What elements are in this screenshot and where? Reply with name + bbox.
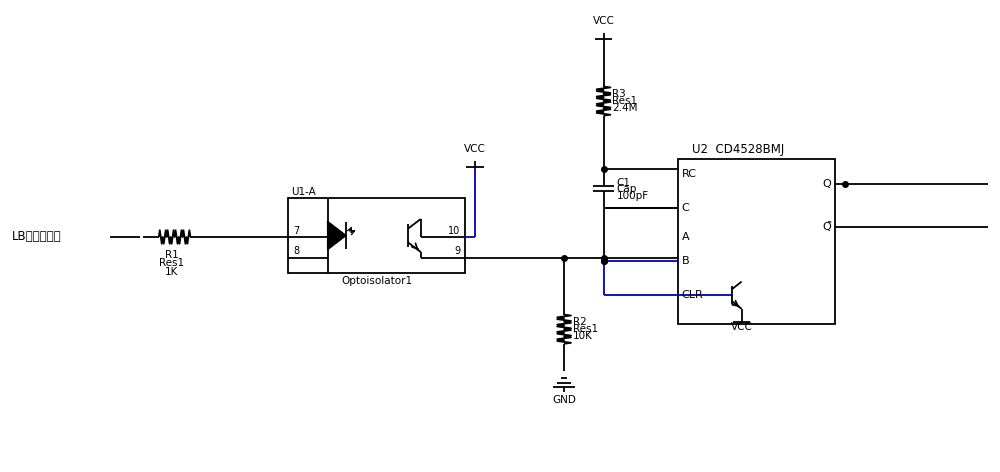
Text: R1: R1 (165, 250, 178, 260)
Text: A: A (681, 232, 689, 242)
Text: 10K: 10K (573, 331, 593, 341)
Bar (288, 198, 465, 273)
Text: GND: GND (552, 395, 576, 405)
Text: 1K: 1K (165, 267, 178, 277)
Text: VCC: VCC (731, 322, 753, 332)
Text: Res1: Res1 (159, 258, 184, 268)
Text: VCC: VCC (593, 17, 614, 26)
Text: C: C (681, 203, 689, 213)
Text: 100pF: 100pF (616, 191, 648, 201)
Text: C1: C1 (616, 177, 630, 187)
Text: U1-A: U1-A (291, 187, 316, 197)
Text: R2: R2 (573, 317, 587, 328)
Text: 10: 10 (448, 226, 461, 236)
Text: B: B (681, 256, 689, 266)
Text: Optoisolator1: Optoisolator1 (341, 276, 412, 286)
Text: Res1: Res1 (612, 96, 638, 106)
Text: Q: Q (823, 222, 831, 232)
Text: R3: R3 (612, 89, 626, 99)
Text: 2.4M: 2.4M (612, 103, 638, 113)
Text: VCC: VCC (464, 144, 486, 154)
Text: CLR: CLR (681, 290, 703, 300)
Text: LB测试时间出: LB测试时间出 (12, 230, 62, 244)
Text: 9: 9 (454, 246, 461, 256)
Text: RC: RC (681, 169, 696, 179)
Text: Q: Q (823, 178, 831, 189)
Bar (678, 160, 835, 324)
Text: 8: 8 (293, 246, 299, 256)
Polygon shape (328, 222, 346, 249)
Text: Cap: Cap (616, 185, 637, 194)
Text: 7: 7 (293, 226, 299, 236)
Text: U2  CD4528BMJ: U2 CD4528BMJ (692, 143, 785, 156)
Text: Res1: Res1 (573, 324, 598, 334)
